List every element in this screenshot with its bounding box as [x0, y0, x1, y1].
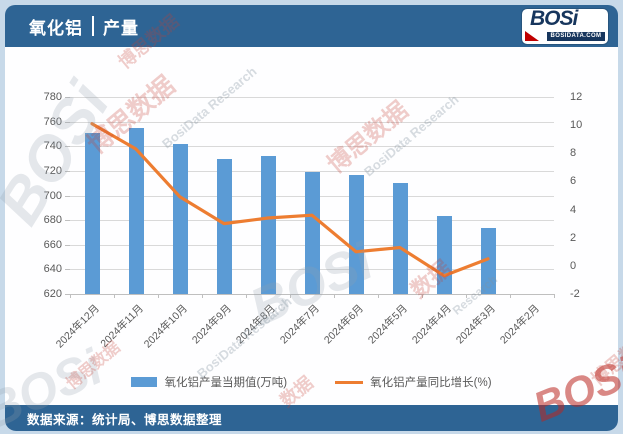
- legend-bar-label: 氧化铝产量当期值(万吨): [164, 377, 288, 389]
- bar-2024年9月: [216, 158, 232, 294]
- bar-2024年7月: [304, 172, 320, 294]
- y-axis-right-label: 2: [570, 231, 577, 244]
- x-axis-tick: [70, 294, 71, 298]
- x-axis-tick: [158, 294, 159, 298]
- legend: 氧化铝产量当期值(万吨) 氧化铝产量同比增长(%): [0, 374, 623, 390]
- y-axis-left-label: 740: [43, 140, 62, 153]
- bosi-logo-text: BOSi: [530, 7, 578, 30]
- y-axis-left-label: 680: [43, 214, 62, 227]
- title-right: 产量: [103, 18, 139, 38]
- y-axis-left-label: 620: [43, 288, 62, 300]
- y-axis-left-label: 640: [43, 263, 62, 276]
- bar-2024年12月: [84, 132, 100, 294]
- x-axis-tick: [290, 294, 291, 298]
- y-axis-tick: [65, 146, 70, 148]
- bar-2024年10月: [172, 143, 188, 294]
- bar-2024年3月: [480, 227, 496, 294]
- y-axis-left-label: 780: [43, 91, 62, 103]
- y-axis-tick: [65, 269, 70, 271]
- x-axis-tick: [114, 294, 115, 298]
- y-axis-right-label: 12: [570, 91, 583, 103]
- x-axis-tick: [246, 294, 247, 298]
- y-axis-left-label: 720: [43, 164, 62, 177]
- gridline: [70, 97, 554, 98]
- legend-bar-swatch-icon: [131, 377, 158, 387]
- x-axis-tick: [554, 294, 555, 298]
- y-axis-tick: [65, 195, 70, 197]
- y-axis-right-label: 0: [570, 259, 577, 272]
- legend-line-label: 氧化铝产量同比增长(%): [370, 377, 492, 389]
- y-axis-tick: [65, 121, 70, 123]
- legend-item-bar: 氧化铝产量当期值(万吨): [131, 374, 287, 390]
- bar-2024年8月: [260, 156, 276, 294]
- bar-2024年6月: [348, 174, 364, 294]
- gridline: [70, 146, 554, 148]
- y-axis-right-label: 4: [570, 203, 577, 216]
- y-axis-tick: [65, 97, 70, 98]
- y-axis-right-label: -2: [570, 288, 580, 300]
- x-axis-tick: [202, 294, 203, 298]
- footer-bar: 数据来源：统计局、博思数据整理: [5, 405, 618, 431]
- x-axis-tick: [466, 294, 467, 298]
- legend-line-swatch-icon: [335, 380, 364, 384]
- x-axis-tick: [510, 294, 511, 298]
- y-axis-right-label: 6: [570, 175, 577, 188]
- gridline: [70, 121, 554, 123]
- y-axis-tick: [65, 244, 70, 246]
- title-left: 氧化铝: [29, 18, 83, 38]
- y-axis-right-label: 8: [570, 147, 577, 160]
- bar-2024年11月: [128, 127, 144, 294]
- y-axis-tick: [65, 220, 70, 222]
- x-axis-line: [70, 294, 554, 295]
- title-separator: [92, 16, 94, 36]
- page-title: 氧化铝 产量: [29, 14, 139, 39]
- data-source-text: 数据来源：统计局、博思数据整理: [27, 412, 223, 427]
- bosi-logo: BOSi BOSIDATA.COM: [522, 7, 608, 44]
- header-bar: 氧化铝 产量 BOSi BOSIDATA.COM: [5, 5, 618, 47]
- y-axis-tick: [65, 294, 70, 295]
- gridline: [70, 170, 554, 172]
- trend-line: [90, 122, 490, 278]
- bosi-logo-domain: BOSIDATA.COM: [547, 32, 605, 41]
- x-axis-tick: [334, 294, 335, 298]
- y-axis-left-label: 660: [43, 238, 62, 251]
- y-axis-left-label: 760: [43, 115, 62, 128]
- x-axis-tick: [378, 294, 379, 298]
- legend-item-line: 氧化铝产量同比增长(%): [335, 374, 492, 390]
- y-axis-tick: [65, 170, 70, 172]
- bosi-logo-triangle-icon: [525, 31, 539, 41]
- x-axis-tick: [422, 294, 423, 298]
- y-axis-left-label: 700: [43, 189, 62, 202]
- y-axis-right-label: 10: [570, 119, 583, 132]
- bar-2024年5月: [392, 183, 408, 294]
